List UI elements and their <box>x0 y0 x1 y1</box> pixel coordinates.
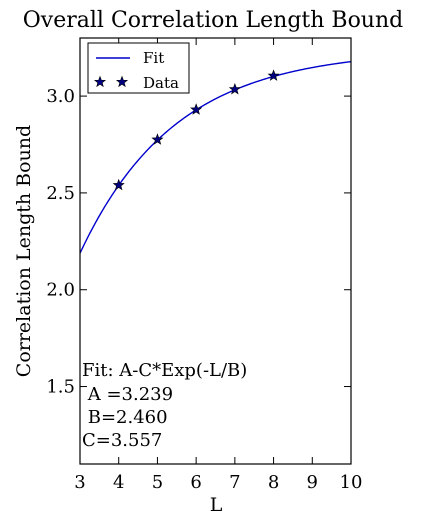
annotation-a: A =3.239 <box>82 384 173 405</box>
legend-box <box>87 42 190 94</box>
data-point <box>151 133 164 145</box>
x-tick-label: 3 <box>74 472 85 493</box>
x-tick-label: 7 <box>229 472 240 493</box>
x-axis: 3 4 5 6 7 8 9 10 <box>74 38 362 493</box>
legend-data-label: Data <box>143 74 179 92</box>
fit-line <box>80 60 351 254</box>
data-point <box>228 82 241 95</box>
legend-data-swatch <box>93 75 129 88</box>
x-tick-label: 10 <box>340 472 363 493</box>
legend: Fit Data <box>87 42 190 94</box>
y-axis: 1.5 2.0 2.5 3.0 <box>46 86 351 398</box>
legend-star-marker <box>93 75 107 88</box>
annotation-formula: Fit: A-C*Exp(-L/B) <box>82 360 247 381</box>
fit-annotation: Fit: A-C*Exp(-L/B) A =3.239 B=2.460 C=3.… <box>82 360 247 451</box>
x-tick-label: 9 <box>307 472 318 493</box>
x-tick-label: 6 <box>190 472 201 493</box>
annotation-c: C=3.557 <box>82 430 162 451</box>
y-axis-label: Correlation Length Bound <box>13 125 35 377</box>
data-point <box>190 103 203 115</box>
x-tick-label: 8 <box>268 472 279 493</box>
annotation-b: B=2.460 <box>82 407 168 428</box>
x-axis-label: L <box>210 494 223 516</box>
data-points <box>112 69 280 191</box>
plot-frame <box>79 37 352 465</box>
y-tick-label: 2.5 <box>46 183 75 204</box>
y-tick-label: 2.0 <box>46 280 75 301</box>
x-tick-label: 5 <box>152 472 163 493</box>
legend-star-marker <box>115 75 129 88</box>
y-tick-label: 3.0 <box>46 86 75 107</box>
data-point <box>267 69 280 81</box>
y-tick-label: 1.5 <box>46 377 75 398</box>
chart-title: Overall Correlation Length Bound <box>23 8 403 33</box>
x-tick-label: 4 <box>113 472 124 493</box>
data-point <box>112 178 125 191</box>
legend-fit-label: Fit <box>143 49 164 67</box>
plot-area <box>80 60 351 254</box>
